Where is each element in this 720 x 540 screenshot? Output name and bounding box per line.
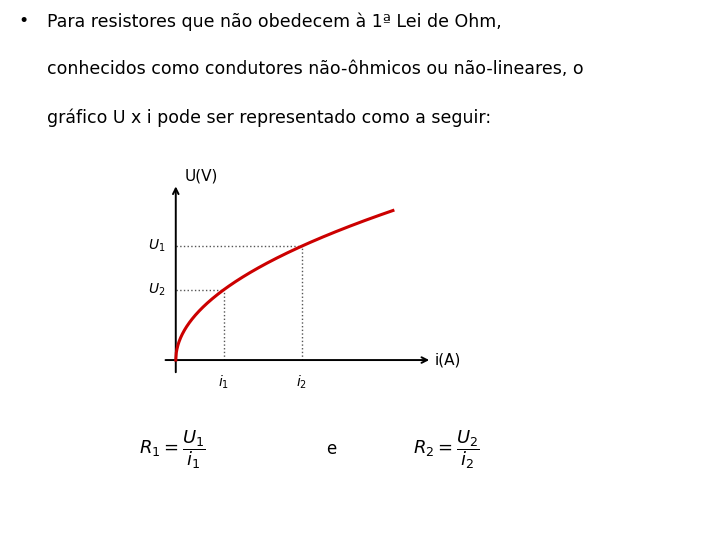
- Text: gráfico U x i pode ser representado como a seguir:: gráfico U x i pode ser representado como…: [47, 109, 491, 127]
- Text: conhecidos como condutores não-ôhmicos ou não-lineares, o: conhecidos como condutores não-ôhmicos o…: [47, 60, 583, 78]
- Text: $R_1 = \dfrac{U_1}{i_1}$: $R_1 = \dfrac{U_1}{i_1}$: [140, 428, 206, 470]
- Text: $U_1$: $U_1$: [148, 238, 165, 254]
- Text: e: e: [326, 440, 336, 458]
- Text: i(A): i(A): [434, 353, 461, 368]
- Text: $U_2$: $U_2$: [148, 282, 165, 298]
- Text: $i_2$: $i_2$: [296, 374, 307, 391]
- Text: U(V): U(V): [184, 168, 218, 184]
- Text: •: •: [18, 12, 28, 30]
- Text: Para resistores que não obedecem à 1ª Lei de Ohm,: Para resistores que não obedecem à 1ª Le…: [47, 12, 502, 31]
- Text: $R_2 = \dfrac{U_2}{i_2}$: $R_2 = \dfrac{U_2}{i_2}$: [413, 428, 480, 470]
- Text: $i_1$: $i_1$: [218, 374, 229, 391]
